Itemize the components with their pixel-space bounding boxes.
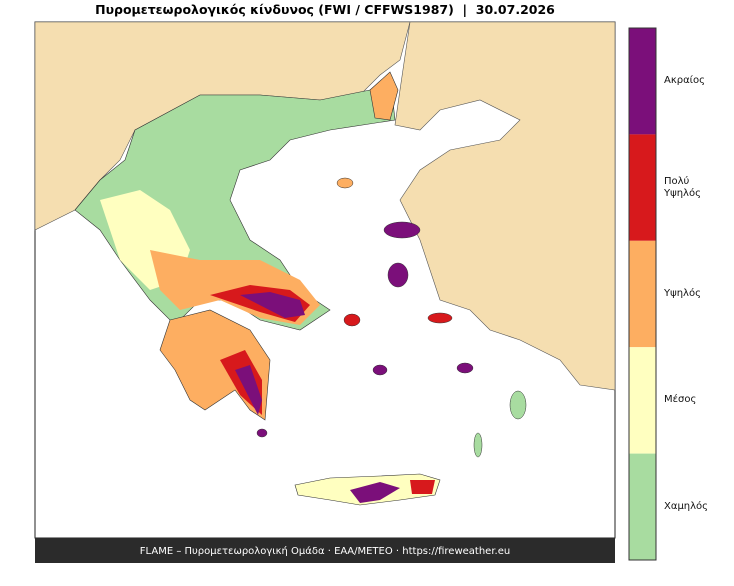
legend-label: Χαμηλός (664, 500, 709, 512)
footer-credit: FLAME – Πυρομετεωρολογική Ομάδα · ΕΑΑ/ΜΕ… (140, 545, 510, 557)
legend-label: Υψηλός (664, 288, 701, 299)
zone (240, 292, 305, 318)
footer-bar (35, 538, 615, 563)
legend-label: Μέσος (664, 394, 697, 406)
island (427, 312, 453, 324)
island (372, 364, 388, 376)
island (387, 262, 409, 288)
legend-swatch (629, 453, 656, 560)
zone (235, 365, 262, 415)
legend-label: Πολύ Υψηλός (664, 175, 701, 199)
thrace (369, 71, 399, 121)
legend (628, 27, 657, 561)
legend-swatch (629, 347, 656, 454)
zone (350, 482, 400, 503)
legend-frame (628, 27, 657, 561)
island (473, 432, 483, 458)
island (336, 177, 354, 189)
island (256, 428, 268, 438)
map: FLAME – Πυρομετεωρολογική Ομάδα · ΕΑΑ/ΜΕ… (34, 21, 616, 563)
zone (410, 480, 435, 494)
legend-swatch (629, 28, 656, 135)
turkey (394, 21, 616, 391)
legend-swatch (629, 240, 656, 348)
legend-swatch (629, 134, 656, 241)
island (456, 362, 474, 374)
island (343, 313, 361, 327)
map-title: Πυρομετεωρολογικός κίνδυνος (FWI / CFFWS… (95, 2, 555, 17)
legend-label: Ακραίος (664, 75, 706, 87)
island (509, 390, 527, 420)
island (383, 221, 421, 239)
